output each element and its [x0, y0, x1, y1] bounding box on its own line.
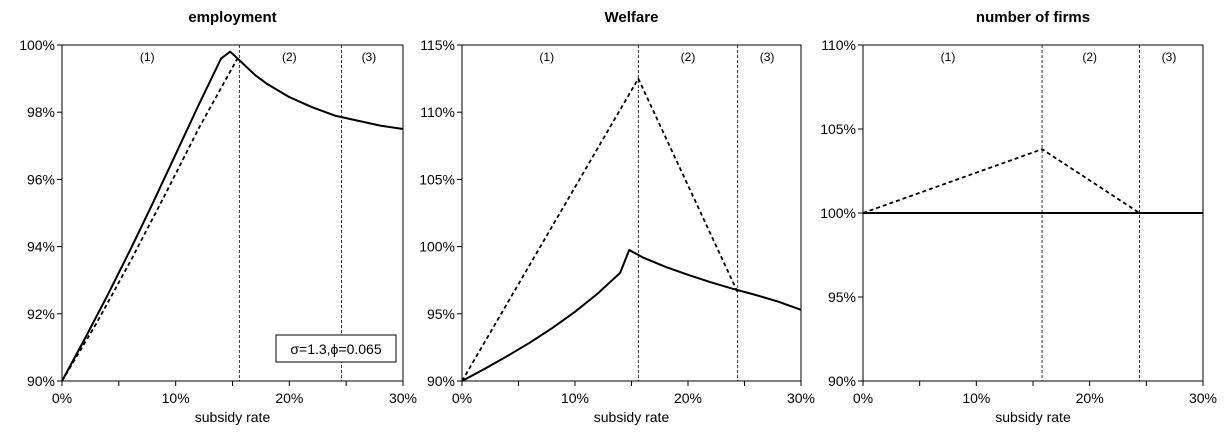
x-tick-label: 0%: [52, 390, 72, 406]
chart-panel-1: employment 90% 92% 94% 96% 98% 100% 0% 10% 20% 30%…: [19, 9, 417, 425]
region-label: (2): [282, 50, 297, 64]
x-axis-label: subsidy rate: [195, 409, 271, 425]
y-tick-label: 110%: [420, 104, 455, 120]
region-label: (2): [681, 50, 696, 64]
x-tick-label: 30%: [1189, 390, 1217, 406]
chart-panel-2: Welfare 90% 95% 100% 105% 110% 115% 0% 10% 20% 30%…: [419, 9, 815, 425]
y-tick-label: 100%: [19, 37, 55, 53]
parameter-annotation: σ=1.3,ϕ=0.065: [290, 341, 381, 357]
x-tick-label: 30%: [787, 390, 815, 406]
y-tick-label: 95%: [828, 289, 856, 305]
y-tick-label: 92%: [27, 306, 55, 322]
region-label: (3): [362, 50, 377, 64]
chart-panel-3: number of firms 90% 95% 100% 105% 110% 0% 10% 20…: [820, 9, 1217, 425]
x-tick-label: 0%: [452, 390, 472, 406]
x-tick-label: 20%: [674, 390, 702, 406]
y-tick-label: 95%: [427, 306, 455, 322]
y-tick-label: 96%: [27, 171, 55, 187]
y-tick-label: 105%: [419, 171, 455, 187]
region-label: (2): [1082, 50, 1097, 64]
y-tick-label: 94%: [27, 239, 55, 255]
chart-title: number of firms: [976, 9, 1090, 26]
y-tick-label: 105%: [820, 121, 856, 137]
solid-series-line: [61, 50, 404, 382]
x-axis-label: subsidy rate: [594, 409, 670, 425]
parameter-box: [275, 334, 397, 363]
solid-series-line: [461, 249, 802, 382]
x-tick-label: 20%: [1076, 390, 1104, 406]
plot-frame: [461, 44, 802, 382]
x-tick-label: 30%: [389, 390, 417, 406]
dashed-series-line: [461, 77, 739, 382]
dashed-series-line: [862, 148, 1203, 214]
region-label: (1): [941, 50, 956, 64]
chart-title: Welfare: [605, 9, 659, 26]
region-label: (1): [140, 50, 155, 64]
y-tick-label: 90%: [427, 373, 455, 389]
y-tick-label: 90%: [27, 373, 55, 389]
x-tick-label: 10%: [162, 390, 190, 406]
chart-title: employment: [188, 9, 276, 26]
x-tick-label: 10%: [561, 390, 589, 406]
y-tick-label: 90%: [828, 373, 856, 389]
y-tick-label: 98%: [27, 104, 55, 120]
x-tick-label: 0%: [853, 390, 873, 406]
region-label: (3): [760, 50, 775, 64]
region-label: (1): [539, 50, 554, 64]
y-tick-label: 110%: [821, 37, 856, 53]
y-tick-label: 115%: [420, 37, 455, 53]
y-tick-label: 100%: [820, 205, 856, 221]
x-axis-label: subsidy rate: [995, 409, 1071, 425]
x-tick-label: 20%: [275, 390, 303, 406]
y-tick-label: 100%: [419, 239, 455, 255]
region-label: (3): [1162, 50, 1177, 64]
plot-frame: [61, 44, 404, 382]
x-tick-label: 10%: [962, 390, 990, 406]
